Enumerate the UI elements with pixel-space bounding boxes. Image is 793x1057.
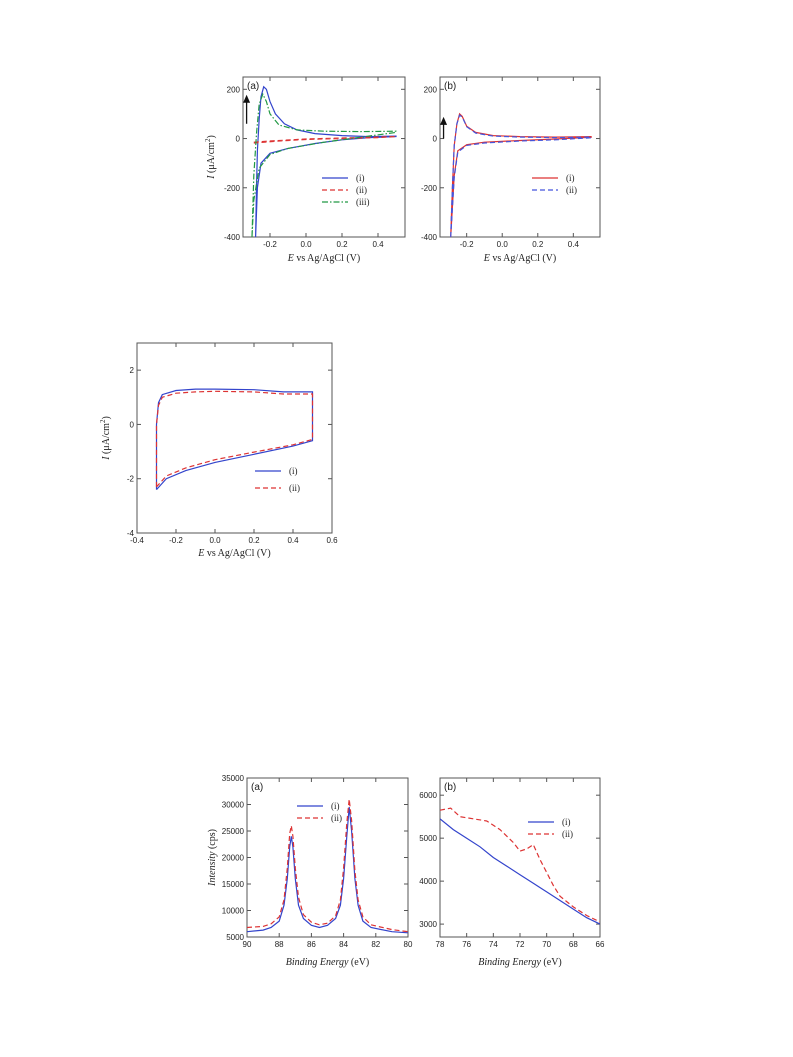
x-tick-label: 0.2 bbox=[248, 536, 260, 545]
x-tick-label: 0.4 bbox=[568, 240, 580, 249]
legend-label: (ii) bbox=[289, 483, 300, 493]
y-tick-label: 5000 bbox=[226, 933, 244, 942]
y-tick-label: -400 bbox=[421, 233, 438, 242]
x-tick-label: 80 bbox=[404, 940, 413, 949]
x-tick-label: 84 bbox=[339, 940, 348, 949]
legend-label: (ii) bbox=[562, 829, 573, 839]
y-tick-label: 2 bbox=[130, 366, 135, 375]
panel-1a: -0.2 0.0 0.2 0.4 -400 -200 0 200 (a) (i) (ii) (iii)… bbox=[204, 76, 406, 264]
x-tick-label: 0.6 bbox=[326, 536, 338, 545]
x-tick-label: 0.4 bbox=[287, 536, 299, 545]
series-line bbox=[255, 85, 397, 237]
plot-frame bbox=[439, 76, 601, 238]
legend-label: (ii) bbox=[356, 185, 367, 195]
x-axis-label: E vs Ag/AgCl (V) bbox=[483, 253, 557, 264]
x-axis-label: Binding Energy (eV) bbox=[286, 957, 370, 968]
x-axis-label: Binding Energy (eV) bbox=[478, 957, 562, 968]
arrow-head bbox=[440, 116, 448, 125]
legend-label: (i) bbox=[562, 817, 571, 827]
series-line bbox=[155, 388, 314, 491]
y-tick-label: 3000 bbox=[419, 920, 437, 929]
y-axis-label: Intensity (cps) bbox=[207, 829, 218, 887]
legend-label: (ii) bbox=[331, 813, 342, 823]
y-tick-label: -2 bbox=[127, 475, 135, 484]
series-line bbox=[253, 136, 397, 144]
panel-label: (a) bbox=[247, 81, 259, 92]
y-tick-label: 0 bbox=[433, 135, 438, 144]
series-line bbox=[440, 807, 600, 923]
legend-label: (i) bbox=[356, 173, 365, 183]
x-tick-label: 0.4 bbox=[372, 240, 384, 249]
y-tick-label: 200 bbox=[227, 85, 241, 94]
x-tick-label: 0.0 bbox=[300, 240, 312, 249]
series-line bbox=[251, 92, 397, 237]
y-tick-label: 35000 bbox=[222, 774, 245, 783]
plot-frame bbox=[439, 777, 601, 938]
legend-label: (i) bbox=[289, 466, 298, 476]
x-tick-label: 72 bbox=[516, 940, 525, 949]
panel-1b: -0.2 0.0 0.2 0.4 -400 -200 0 200 (b) (i) (ii) E vs … bbox=[421, 76, 601, 264]
x-tick-label: 74 bbox=[489, 940, 498, 949]
y-tick-label: 10000 bbox=[222, 907, 245, 916]
y-tick-label: -200 bbox=[421, 184, 438, 193]
y-tick-label: -4 bbox=[127, 529, 135, 538]
y-tick-label: 15000 bbox=[222, 880, 245, 889]
x-tick-label: 78 bbox=[436, 940, 445, 949]
panel-3a: 90 88 86 84 82 80 5000 10000 15000 20000 25000 3000… bbox=[207, 774, 413, 968]
arrow-head bbox=[243, 94, 251, 103]
x-tick-label: 70 bbox=[542, 940, 551, 949]
y-tick-label: 30000 bbox=[222, 801, 245, 810]
x-tick-label: -0.4 bbox=[130, 536, 144, 545]
plot-frame bbox=[242, 76, 406, 238]
panel-label: (b) bbox=[444, 782, 456, 793]
series-line bbox=[155, 390, 314, 488]
series-line bbox=[450, 114, 592, 237]
y-tick-label: 200 bbox=[424, 85, 438, 94]
plot-frame bbox=[246, 777, 409, 938]
y-axis-label: I (μA/cm2) bbox=[204, 135, 217, 180]
plot-frame bbox=[136, 342, 333, 534]
x-tick-label: 0.2 bbox=[532, 240, 544, 249]
series-line bbox=[247, 807, 408, 934]
x-tick-label: -0.2 bbox=[263, 240, 277, 249]
y-tick-label: 6000 bbox=[419, 791, 437, 800]
x-tick-label: 76 bbox=[462, 940, 471, 949]
legend-label: (i) bbox=[566, 173, 575, 183]
panel-3b: 78 76 74 72 70 68 66 3000 4000 5000 6000 (b) (i) (ii)… bbox=[419, 777, 605, 968]
x-tick-label: 68 bbox=[569, 940, 578, 949]
y-tick-label: -200 bbox=[224, 184, 241, 193]
x-axis-label: E vs Ag/AgCl (V) bbox=[287, 253, 361, 264]
series-line bbox=[247, 799, 408, 933]
y-tick-label: 20000 bbox=[222, 854, 245, 863]
x-tick-label: 0.0 bbox=[497, 240, 509, 249]
x-tick-label: 66 bbox=[596, 940, 605, 949]
series-line bbox=[440, 818, 600, 925]
x-tick-label: -0.2 bbox=[460, 240, 474, 249]
y-tick-label: -400 bbox=[224, 233, 241, 242]
y-axis-label: I (μA/cm2) bbox=[99, 416, 112, 461]
legend-label: (ii) bbox=[566, 185, 577, 195]
x-tick-label: 86 bbox=[307, 940, 316, 949]
x-tick-label: 90 bbox=[243, 940, 252, 949]
x-tick-label: 82 bbox=[371, 940, 380, 949]
legend-label: (i) bbox=[331, 801, 340, 811]
x-tick-label: 88 bbox=[275, 940, 284, 949]
y-tick-label: 0 bbox=[236, 135, 241, 144]
x-axis-label: E vs Ag/AgCl (V) bbox=[197, 548, 271, 559]
x-tick-label: 0.0 bbox=[209, 536, 221, 545]
y-tick-label: 25000 bbox=[222, 827, 245, 836]
y-tick-label: 5000 bbox=[419, 834, 437, 843]
y-tick-label: 4000 bbox=[419, 877, 437, 886]
panel-label: (a) bbox=[251, 782, 263, 793]
y-tick-label: 0 bbox=[130, 420, 135, 429]
x-tick-label: -0.2 bbox=[169, 536, 183, 545]
x-tick-label: 0.2 bbox=[336, 240, 348, 249]
panel-2: -0.4 -0.2 0.0 0.2 0.4 0.6 -4 -2 0 2 (i) (ii) E vs Ag… bbox=[99, 342, 338, 559]
legend-label: (iii) bbox=[356, 197, 370, 207]
panel-label: (b) bbox=[444, 81, 456, 92]
